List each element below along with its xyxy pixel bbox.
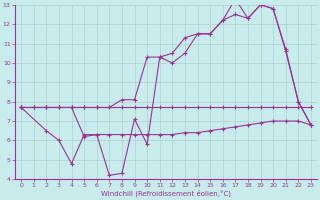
X-axis label: Windchill (Refroidissement éolien,°C): Windchill (Refroidissement éolien,°C): [101, 190, 231, 197]
